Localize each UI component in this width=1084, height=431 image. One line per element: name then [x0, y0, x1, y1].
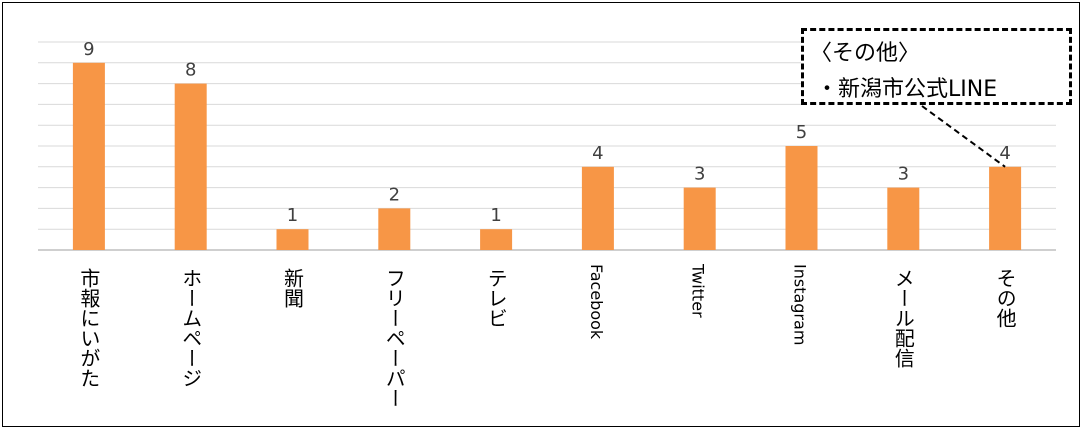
bar	[683, 187, 716, 250]
category-label: メール配信	[891, 268, 915, 368]
annotation-callout: 〈その他〉 ・新潟市公式LINE	[801, 28, 1072, 105]
data-label: 4	[999, 143, 1010, 164]
bar	[72, 62, 105, 250]
data-label: 5	[796, 122, 807, 143]
category-label: Facebook	[587, 264, 606, 340]
bar	[174, 83, 207, 250]
bar	[581, 166, 614, 250]
annotation-leader-line	[921, 105, 1006, 168]
data-label: 3	[694, 164, 705, 185]
data-label: 8	[185, 60, 196, 81]
annotation-item: ・新潟市公式LINE	[816, 77, 998, 102]
category-label: フリーペーパー	[382, 268, 406, 408]
bar	[276, 229, 309, 250]
bar	[989, 166, 1022, 250]
bar	[785, 146, 818, 250]
data-label: 9	[83, 39, 94, 60]
data-label: 1	[287, 205, 298, 226]
data-label: 3	[898, 164, 909, 185]
category-label: Twitter	[689, 263, 708, 318]
bar	[887, 187, 920, 250]
category-label: Instagram	[791, 264, 810, 345]
category-label: その他	[993, 268, 1017, 328]
bar	[480, 229, 513, 250]
category-label: ホームページ	[179, 268, 203, 388]
bar	[378, 208, 411, 250]
category-label: 新聞	[281, 268, 305, 308]
data-label: 2	[389, 184, 400, 205]
data-label: 1	[490, 205, 501, 226]
category-label: テレビ	[484, 268, 508, 328]
data-label: 4	[592, 143, 603, 164]
category-label: 市報にいがた	[77, 268, 101, 388]
annotation-title: 〈その他〉	[810, 41, 921, 66]
